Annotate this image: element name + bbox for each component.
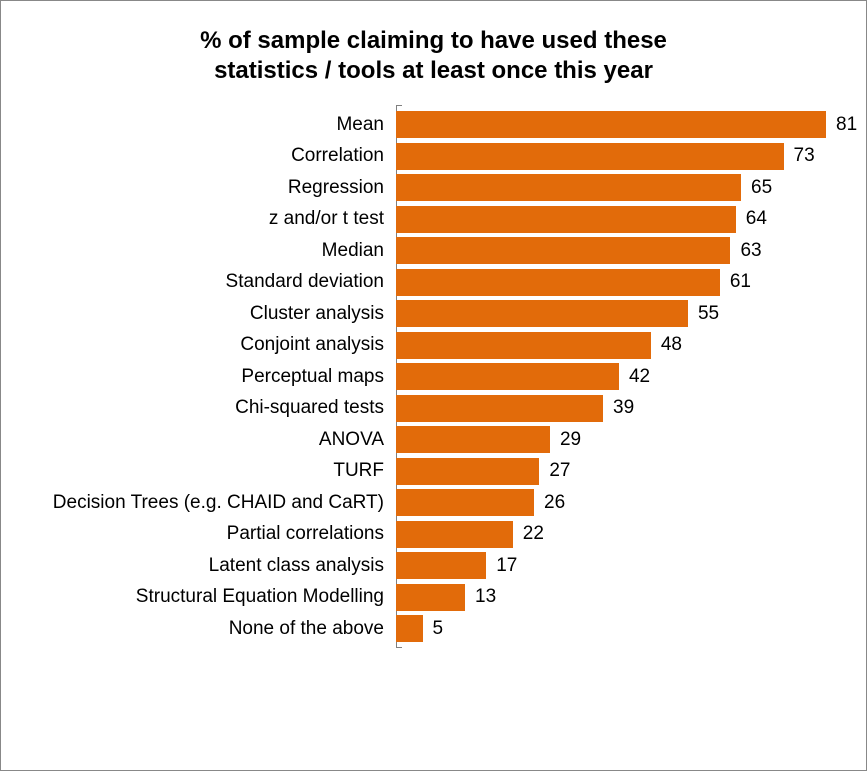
bar-row: Structural Equation Modelling13 — [396, 584, 806, 611]
chart-title-line1: % of sample claiming to have used these — [200, 27, 667, 54]
bar-category-label: Standard deviation — [226, 271, 384, 293]
bar-value-label: 55 — [698, 303, 719, 325]
bar-row: Mean81 — [396, 111, 806, 138]
bar: 39 — [396, 395, 603, 422]
bar: 27 — [396, 458, 539, 485]
bar-row: None of the above5 — [396, 615, 806, 642]
bar: 22 — [396, 521, 513, 548]
bar-category-label: TURF — [333, 460, 384, 482]
bar: 42 — [396, 363, 619, 390]
bar: 63 — [396, 237, 730, 264]
bar-row: Perceptual maps42 — [396, 363, 806, 390]
bar-row: Latent class analysis17 — [396, 552, 806, 579]
bar-value-label: 29 — [560, 429, 581, 451]
bar-value-label: 17 — [496, 555, 517, 577]
bar-category-label: z and/or t test — [269, 208, 384, 230]
bar-category-label: Decision Trees (e.g. CHAID and CaRT) — [53, 492, 384, 514]
bar-value-label: 42 — [629, 366, 650, 388]
bar-value-label: 39 — [613, 397, 634, 419]
bar-row: Correlation73 — [396, 143, 806, 170]
bar-value-label: 63 — [740, 240, 761, 262]
bar-value-label: 5 — [433, 618, 444, 640]
bar-category-label: Partial correlations — [227, 523, 384, 545]
bar-row: ANOVA29 — [396, 426, 806, 453]
bar-category-label: Structural Equation Modelling — [136, 586, 384, 608]
bar-row: Regression65 — [396, 174, 806, 201]
bar: 29 — [396, 426, 550, 453]
bar-category-label: Median — [322, 240, 384, 262]
bar-value-label: 13 — [475, 586, 496, 608]
bar-row: z and/or t test64 — [396, 206, 806, 233]
bar-row: Conjoint analysis48 — [396, 332, 806, 359]
axis-tick-top — [396, 105, 402, 106]
bar-value-label: 65 — [751, 177, 772, 199]
bar-row: Chi-squared tests39 — [396, 395, 806, 422]
bar: 26 — [396, 489, 534, 516]
bar: 55 — [396, 300, 688, 327]
bar-value-label: 81 — [836, 114, 857, 136]
bar-value-label: 26 — [544, 492, 565, 514]
bar-category-label: Perceptual maps — [241, 366, 384, 388]
bar: 5 — [396, 615, 423, 642]
bar: 81 — [396, 111, 826, 138]
bar: 13 — [396, 584, 465, 611]
chart-container: % of sample claiming to have used these … — [0, 0, 867, 771]
bars-group: Mean81 Correlation73 Regression65 z and/or … — [396, 111, 806, 642]
axis-tick-bottom — [396, 647, 402, 648]
bar-category-label: Regression — [288, 177, 384, 199]
bar-category-label: ANOVA — [319, 429, 384, 451]
bar: 64 — [396, 206, 736, 233]
bar-row: Standard deviation61 — [396, 269, 806, 296]
chart-title: % of sample claiming to have used these … — [84, 26, 784, 86]
bar-value-label: 73 — [794, 145, 815, 167]
plot-area: Mean81 Correlation73 Regression65 z and/or … — [396, 111, 806, 642]
bar: 65 — [396, 174, 741, 201]
bar: 73 — [396, 143, 784, 170]
bar-value-label: 27 — [549, 460, 570, 482]
bar-row: Partial correlations22 — [396, 521, 806, 548]
bar-value-label: 48 — [661, 334, 682, 356]
bar-value-label: 61 — [730, 271, 751, 293]
bar-value-label: 22 — [523, 523, 544, 545]
bar-category-label: Chi-squared tests — [235, 397, 384, 419]
bar-category-label: Cluster analysis — [250, 303, 384, 325]
bar-row: Cluster analysis55 — [396, 300, 806, 327]
bar-category-label: None of the above — [229, 618, 384, 640]
chart-title-line2: statistics / tools at least once this ye… — [214, 57, 653, 84]
bar-category-label: Latent class analysis — [209, 555, 384, 577]
bar: 17 — [396, 552, 486, 579]
bar-row: Median63 — [396, 237, 806, 264]
bar-row: TURF27 — [396, 458, 806, 485]
bar-value-label: 64 — [746, 208, 767, 230]
bar: 61 — [396, 269, 720, 296]
bar-category-label: Mean — [336, 114, 384, 136]
bar: 48 — [396, 332, 651, 359]
bar-category-label: Correlation — [291, 145, 384, 167]
bar-category-label: Conjoint analysis — [240, 334, 384, 356]
bar-row: Decision Trees (e.g. CHAID and CaRT)26 — [396, 489, 806, 516]
